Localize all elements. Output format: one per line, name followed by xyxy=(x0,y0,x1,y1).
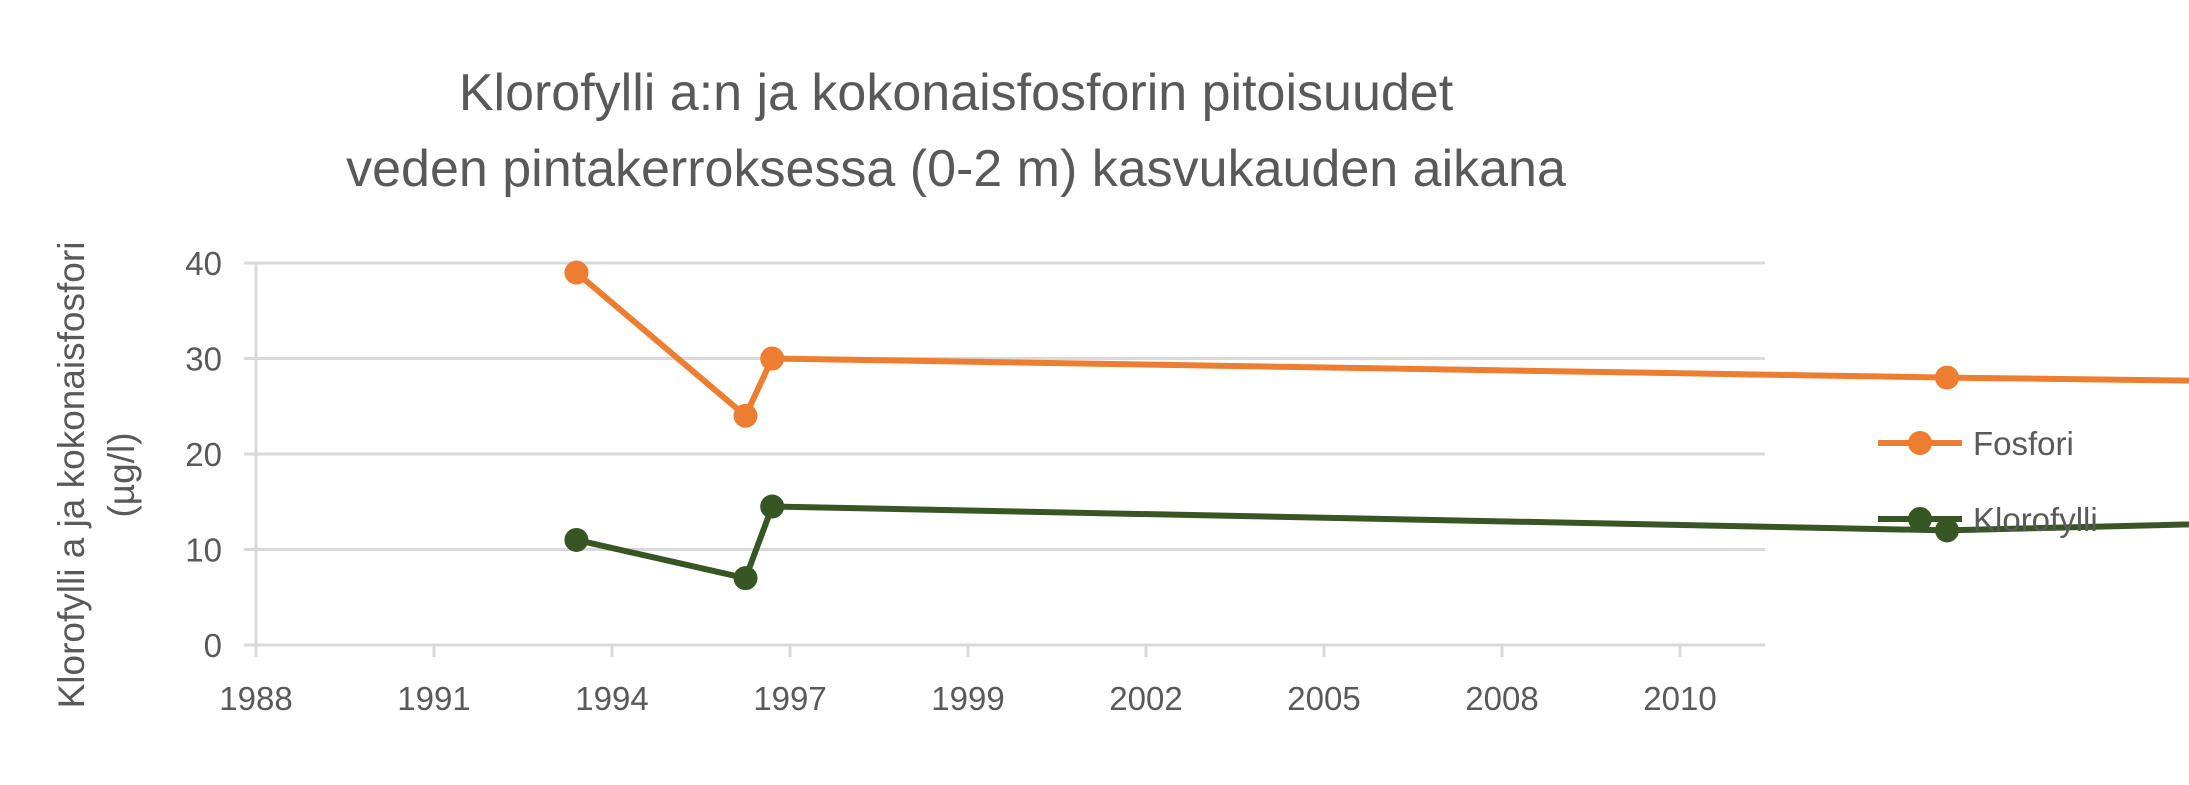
legend-label-klorofylli: Klorofylli xyxy=(1973,501,2098,538)
x-tick-label-2002: 2002 xyxy=(1109,680,1182,717)
series-fosfori xyxy=(564,260,2189,428)
x-tick-label-2008: 2008 xyxy=(1465,680,1538,717)
data-point-klorofylli-2 xyxy=(760,494,785,519)
data-point-klorofylli-1 xyxy=(733,566,758,591)
legend-item-klorofylli: Klorofylli xyxy=(1878,501,2098,538)
y-axis-title: Klorofylli a ja kokonaisfosfori (µg/l) xyxy=(51,242,142,709)
data-point-fosfori-3 xyxy=(1935,365,1959,390)
legend-item-fosfori: Fosfori xyxy=(1878,425,2074,462)
data-point-fosfori-2 xyxy=(760,346,785,371)
y-axis-title-line-2: (µg/l) xyxy=(101,432,142,517)
x-tick-labels: 1988 1991 1994 1997 1999 2002 2005 2008 2010 xyxy=(219,680,1716,717)
y-tick-label-0: 0 xyxy=(204,627,222,664)
data-point-fosfori-0 xyxy=(564,260,589,285)
data-point-fosfori-1 xyxy=(733,403,758,428)
x-tick-label-1999: 1999 xyxy=(931,680,1004,717)
series-klorofylli xyxy=(564,494,2189,591)
y-axis-title-line-1: Klorofylli a ja kokonaisfosfori xyxy=(51,242,92,709)
x-tick-label-1988: 1988 xyxy=(219,680,292,717)
data-point-klorofylli-3 xyxy=(1935,518,1959,543)
y-tick-label-20: 20 xyxy=(185,436,222,473)
chart-title-line-2: veden pintakerroksessa (0-2 m) kasvukaud… xyxy=(346,140,1566,198)
chart-title: Klorofylli a:n ja kokonaisfosforin pitoi… xyxy=(0,55,1912,207)
legend-marker-klorofylli xyxy=(1908,507,1932,531)
y-tick-label-40: 40 xyxy=(185,245,222,282)
y-tick-labels: 0 10 20 30 40 xyxy=(185,245,222,664)
legend-marker-fosfori xyxy=(1908,431,1932,455)
x-tick-label-1991: 1991 xyxy=(397,680,470,717)
series-line-klorofylli xyxy=(573,503,2189,582)
axes xyxy=(244,263,1765,657)
x-tick-label-1997: 1997 xyxy=(753,680,826,717)
chart-title-line-1: Klorofylli a:n ja kokonaisfosforin pitoi… xyxy=(458,64,1454,122)
legend: Fosfori Klorofylli xyxy=(1878,425,2098,538)
data-point-klorofylli-0 xyxy=(564,527,589,552)
x-tick-label-2005: 2005 xyxy=(1287,680,1360,717)
gridlines xyxy=(244,261,1765,551)
y-tick-label-30: 30 xyxy=(185,341,222,378)
x-tick-label-2010: 2010 xyxy=(1643,680,1716,717)
legend-label-fosfori: Fosfori xyxy=(1973,425,2074,462)
x-tick-label-1994: 1994 xyxy=(575,680,648,717)
y-tick-label-10: 10 xyxy=(185,532,222,569)
series-layer xyxy=(564,260,2189,591)
